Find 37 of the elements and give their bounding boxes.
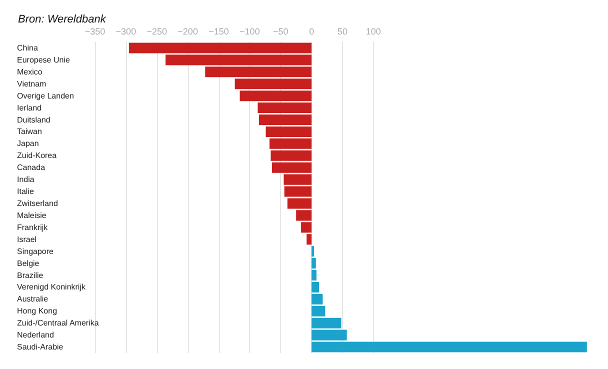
y-tick-label: Canada [17, 163, 46, 172]
y-tick-label: Zwitserland [17, 198, 58, 208]
x-tick-label: 0 [309, 26, 314, 36]
y-tick-label: Saudi-Arabie [17, 342, 64, 352]
y-tick-label: Mexico [17, 67, 43, 76]
y-tick-label: Singapore [17, 246, 54, 256]
y-tick-label: Zuid-/Centraal Amerika [17, 318, 100, 328]
y-tick-label: Israel [17, 234, 37, 244]
y-tick-label: Zuid-Korea [17, 151, 58, 160]
y-tick-label: India [17, 175, 35, 184]
x-tick-label: −150 [208, 26, 229, 36]
y-tick-label: China [17, 43, 38, 52]
x-tick-label: 100 [366, 26, 381, 36]
y-tick-label: Ierland [17, 103, 42, 112]
y-tick-label: Frankrijk [17, 222, 49, 232]
x-tick-label: −300 [116, 26, 136, 36]
y-tick-label: Maleisie [17, 210, 47, 220]
y-tick-label: Vietnam [17, 79, 47, 88]
x-tick-label: −100 [240, 26, 260, 36]
x-tick-label: −250 [146, 26, 168, 36]
y-tick-label: Japan [17, 139, 39, 148]
x-tick-label: 50 [337, 26, 348, 36]
text: Bron: Wereldbank [18, 14, 106, 26]
y-tick-label: Nederland [17, 330, 54, 340]
y-tick-label: Taiwan [17, 127, 42, 136]
y-tick-label: Brazilie [17, 270, 44, 280]
y-tick-label: Verenigd Koninkrijk [17, 282, 86, 292]
x-tick-label: −350 [84, 26, 106, 36]
y-tick-label: Belgie [17, 258, 40, 268]
y-tick-label: Australie [17, 294, 49, 304]
y-tick-label: Duitsland [17, 115, 50, 124]
x-tick-label: −200 [178, 26, 198, 36]
y-tick-label: Italie [17, 187, 34, 196]
y-tick-label: Overige Landen [17, 91, 74, 100]
x-tick-label: −50 [272, 26, 288, 36]
y-tick-label: Europese Unie [17, 55, 70, 64]
y-tick-label: Hong Kong [17, 306, 58, 316]
